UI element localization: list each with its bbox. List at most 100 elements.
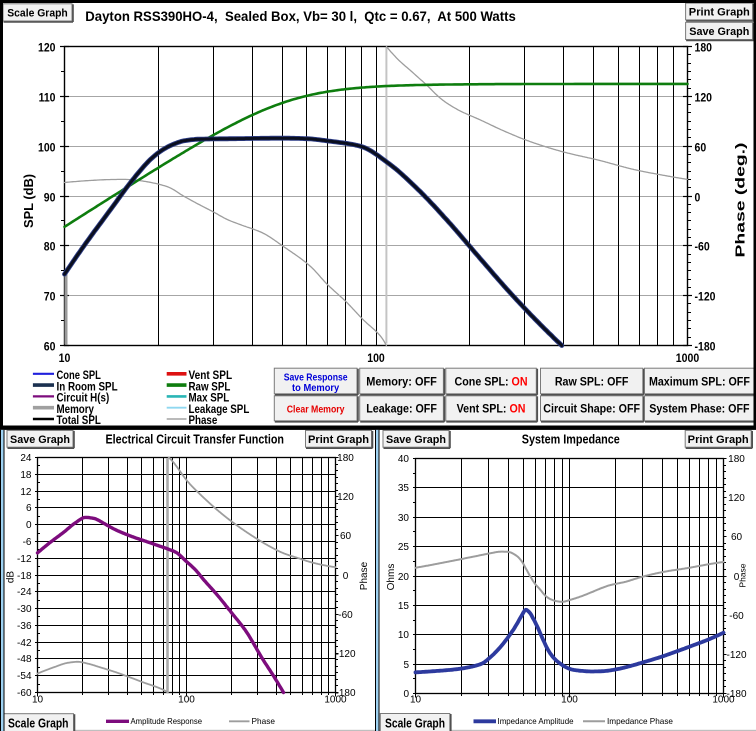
svg-text:0: 0	[26, 520, 32, 531]
svg-text:-120: -120	[726, 650, 746, 661]
svg-text:Save Graph: Save Graph	[10, 434, 70, 446]
svg-text:0: 0	[403, 689, 409, 700]
svg-text:10: 10	[410, 695, 422, 706]
svg-text:Leakage: OFF: Leakage: OFF	[366, 402, 437, 416]
svg-text:Dayton RSS390HO-4, Sealed Box: Dayton RSS390HO-4, Sealed Box, Vb= 30 l,…	[85, 8, 516, 24]
svg-text:Impedance Phase: Impedance Phase	[607, 716, 673, 726]
svg-text:Circuit H(s): Circuit H(s)	[57, 392, 110, 405]
svg-text:35: 35	[398, 483, 410, 494]
svg-text:-42: -42	[17, 638, 32, 649]
svg-text:to Memory: to Memory	[292, 382, 339, 394]
svg-text:180: 180	[695, 41, 713, 55]
svg-text:110: 110	[39, 91, 56, 105]
svg-text:SPL (dB): SPL (dB)	[21, 174, 36, 228]
svg-text:Scale Graph: Scale Graph	[7, 7, 68, 19]
svg-text:10: 10	[398, 630, 410, 641]
svg-text:Circuit Shape: OFF: Circuit Shape: OFF	[543, 402, 640, 416]
svg-text:Phase: Phase	[189, 414, 218, 427]
svg-text:Maximum SPL: OFF: Maximum SPL: OFF	[649, 374, 750, 388]
svg-text:Clear Memory: Clear Memory	[287, 404, 345, 416]
svg-text:Print Graph: Print Graph	[308, 434, 369, 446]
svg-text:60: 60	[44, 340, 56, 354]
svg-text:-6: -6	[23, 537, 32, 548]
svg-text:-48: -48	[17, 654, 32, 665]
svg-text:ON: ON	[509, 402, 525, 416]
svg-text:-24: -24	[17, 587, 32, 598]
svg-text:Save Graph: Save Graph	[689, 26, 749, 38]
svg-text:10: 10	[59, 351, 71, 365]
svg-text:1000: 1000	[676, 351, 700, 365]
svg-text:0: 0	[695, 191, 701, 205]
svg-text:Save Graph: Save Graph	[386, 434, 446, 446]
svg-text:-30: -30	[17, 604, 32, 615]
svg-text:dB: dB	[6, 571, 17, 584]
svg-text:Phase: Phase	[738, 563, 748, 587]
svg-text:Memory: OFF: Memory: OFF	[366, 374, 437, 388]
svg-text:-120: -120	[335, 649, 355, 660]
svg-text:Save Response: Save Response	[284, 372, 348, 384]
svg-text:Cone SPL: Cone SPL	[57, 369, 101, 382]
svg-text:6: 6	[26, 503, 32, 514]
svg-text:-60: -60	[695, 240, 710, 254]
svg-text:Scale Graph: Scale Graph	[385, 716, 445, 731]
svg-text:Vent SPL: Vent SPL	[189, 369, 233, 382]
svg-text:100: 100	[367, 351, 385, 365]
svg-text:Print Graph: Print Graph	[689, 7, 750, 19]
svg-text:0: 0	[734, 572, 740, 583]
svg-text:Amplitude Response: Amplitude Response	[131, 716, 203, 726]
svg-text:System Phase: OFF: System Phase: OFF	[649, 402, 749, 416]
svg-text:30: 30	[398, 513, 410, 524]
svg-text:Impedance Amplitude: Impedance Amplitude	[498, 716, 574, 726]
svg-text:Phase: Phase	[252, 716, 276, 726]
svg-text:-12: -12	[17, 554, 32, 565]
svg-text:ON: ON	[512, 374, 528, 388]
svg-text:180: 180	[728, 454, 745, 465]
svg-text:Max SPL: Max SPL	[189, 392, 230, 405]
svg-text:1000: 1000	[324, 695, 347, 706]
svg-text:Cone SPL:: Cone SPL:	[455, 374, 512, 388]
svg-text:-18: -18	[17, 571, 32, 582]
svg-text:Phase: Phase	[359, 561, 370, 590]
svg-text:-120: -120	[695, 290, 716, 304]
svg-text:90: 90	[44, 191, 56, 205]
svg-text:20: 20	[398, 572, 410, 583]
svg-text:-60: -60	[338, 610, 353, 621]
svg-text:40: 40	[398, 454, 410, 465]
svg-text:100: 100	[38, 141, 56, 155]
svg-text:Leakage SPL: Leakage SPL	[189, 403, 250, 416]
svg-text:18: 18	[20, 470, 32, 481]
svg-text:In Room SPL: In Room SPL	[57, 380, 118, 393]
svg-text:Scale Graph: Scale Graph	[8, 716, 69, 731]
svg-text:120: 120	[695, 91, 713, 105]
svg-text:System Impedance: System Impedance	[522, 433, 620, 447]
svg-text:Vent SPL:: Vent SPL:	[457, 402, 510, 416]
svg-text:70: 70	[44, 290, 56, 304]
svg-text:100: 100	[178, 695, 195, 706]
svg-text:Raw SPL: Raw SPL	[189, 380, 231, 393]
svg-text:Electrical Circuit Transfer Fu: Electrical Circuit Transfer Function	[106, 433, 285, 447]
svg-text:25: 25	[398, 542, 410, 553]
svg-text:-60: -60	[17, 688, 32, 699]
svg-text:80: 80	[44, 240, 56, 254]
svg-text:Raw SPL: OFF: Raw SPL: OFF	[555, 374, 629, 388]
svg-text:60: 60	[695, 141, 707, 155]
svg-text:5: 5	[403, 660, 409, 671]
svg-text:15: 15	[398, 601, 410, 612]
svg-text:-180: -180	[695, 340, 716, 354]
svg-text:60: 60	[340, 531, 352, 542]
svg-text:-54: -54	[17, 671, 32, 682]
svg-text:100: 100	[561, 695, 578, 706]
svg-text:60: 60	[731, 532, 743, 543]
svg-text:120: 120	[337, 492, 354, 503]
svg-text:Ohms: Ohms	[386, 564, 397, 591]
svg-text:Phase (deg.): Phase (deg.)	[733, 143, 748, 258]
svg-text:1000: 1000	[712, 695, 735, 706]
svg-text:Memory: Memory	[57, 403, 95, 416]
svg-text:12: 12	[20, 487, 32, 498]
svg-text:-180: -180	[335, 688, 355, 699]
svg-text:24: 24	[20, 453, 32, 464]
svg-text:180: 180	[337, 453, 354, 464]
svg-text:120: 120	[38, 41, 56, 55]
svg-text:0: 0	[343, 571, 349, 582]
svg-text:Print Graph: Print Graph	[688, 434, 749, 446]
